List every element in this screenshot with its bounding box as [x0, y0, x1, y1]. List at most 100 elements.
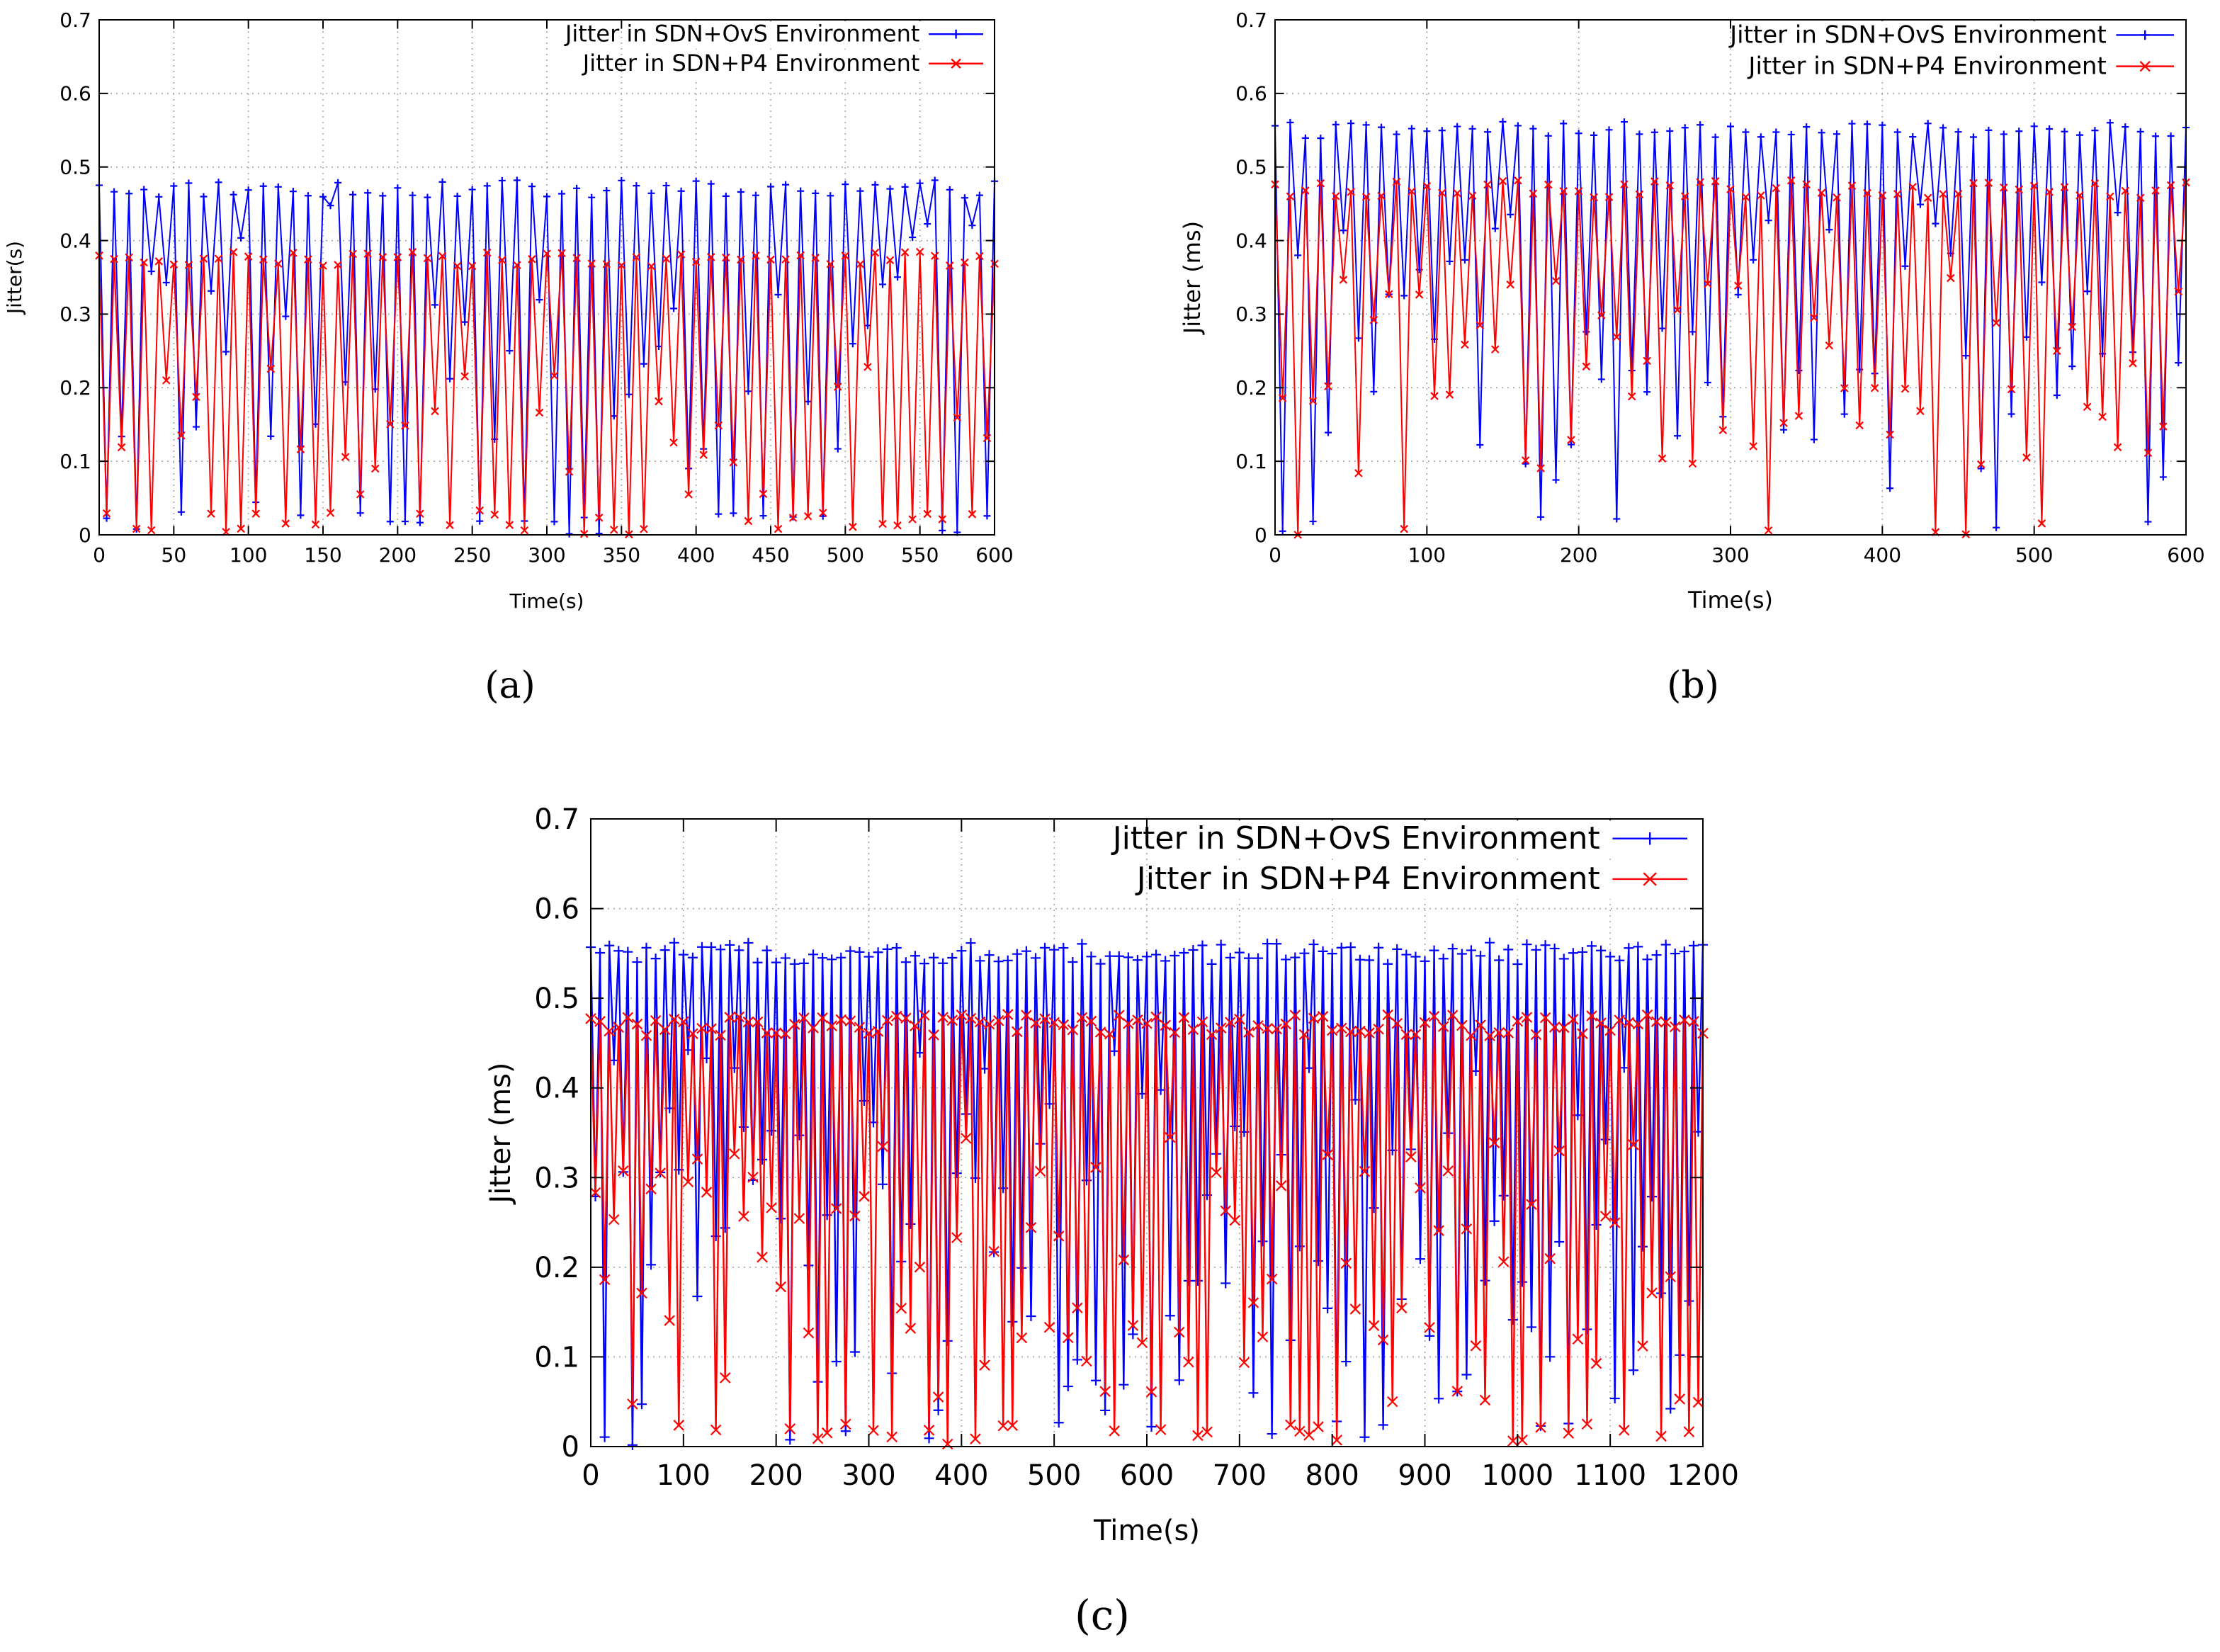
data-point [1391, 1017, 1403, 1029]
data-point [1577, 1028, 1588, 1039]
data-point [1628, 1139, 1639, 1150]
data-point [1669, 1021, 1681, 1033]
data-point [1637, 1241, 1648, 1252]
data-point [550, 371, 559, 380]
data-point [1039, 1013, 1050, 1024]
data-point [1253, 953, 1263, 963]
chart-panel-b: 0 100 200 300 400 500 600 0 0.1 0.2 0.3 0.4 0.5 0.6 0.… [1179, 9, 2205, 707]
data-point [1279, 527, 1286, 535]
data-point [1433, 1225, 1444, 1236]
data-point [1007, 1316, 1018, 1327]
data-point [1364, 1027, 1375, 1039]
data-point [1313, 1421, 1324, 1432]
data-point [933, 1405, 944, 1415]
data-point [974, 1016, 986, 1028]
data-point [808, 1022, 819, 1034]
data-point [826, 1020, 837, 1031]
data-point [1558, 1022, 1570, 1034]
data-point [854, 946, 865, 957]
data-point [1633, 941, 1643, 952]
data-point [909, 234, 917, 242]
data-point [697, 941, 707, 952]
data-point [1840, 410, 1848, 418]
data-point [684, 490, 693, 499]
data-point [1132, 1014, 1143, 1026]
data-point [1434, 1393, 1444, 1404]
data-point [461, 318, 469, 326]
data-point [737, 255, 745, 264]
data-point [1893, 190, 1902, 198]
data-point [834, 445, 842, 453]
data-point [573, 184, 581, 192]
data-point [1855, 421, 1864, 430]
data-point [1382, 1009, 1393, 1021]
data-point [1772, 128, 1780, 136]
data-point [423, 254, 432, 263]
data-point [1347, 188, 1355, 196]
data-point [757, 1154, 768, 1165]
data-point [1373, 1023, 1384, 1035]
data-point [1224, 1017, 1236, 1028]
data-point [1530, 1029, 1542, 1041]
data-point [1772, 183, 1781, 193]
data-point [543, 193, 550, 200]
data-point [1410, 951, 1421, 962]
data-point [617, 261, 626, 270]
data-point [1901, 384, 1910, 393]
data-point [1206, 958, 1217, 969]
data-point [1587, 941, 1597, 951]
data-point [622, 1012, 634, 1024]
data-point [965, 938, 976, 949]
data-point [1507, 210, 1514, 218]
data-point [520, 526, 529, 535]
data-point [655, 397, 663, 406]
data-point [975, 251, 984, 261]
data-point [1419, 1017, 1431, 1029]
data-point [1400, 524, 1408, 533]
legend: Jitter in SDN+OvS Environment Jitter in S… [1728, 21, 2177, 82]
data-point [1174, 1326, 1185, 1338]
data-point [237, 524, 245, 533]
data-point [1415, 1254, 1425, 1265]
data-point [1540, 940, 1551, 951]
data-point [1660, 939, 1671, 950]
data-point [1623, 1017, 1635, 1029]
data-point [924, 1433, 934, 1444]
data-point [349, 249, 357, 259]
data-point [965, 1012, 977, 1024]
data-point [594, 1016, 606, 1027]
data-point [2029, 181, 2039, 191]
data-point [1954, 189, 1963, 198]
data-point [691, 257, 701, 266]
data-point [274, 259, 283, 268]
data-point [730, 509, 737, 517]
data-point [140, 258, 148, 267]
data-point [1977, 465, 1985, 473]
data-point [1081, 1355, 1092, 1367]
data-point [761, 945, 772, 956]
data-point [766, 255, 775, 264]
data-point [237, 234, 245, 242]
data-point [1506, 280, 1514, 289]
data-point [1535, 1422, 1546, 1433]
data-point [1456, 1019, 1468, 1031]
data-point [1437, 188, 1446, 198]
data-point [1590, 193, 1598, 202]
data-point [289, 188, 297, 196]
data-point [1215, 1022, 1227, 1034]
data-point [1324, 382, 1332, 391]
data-point [1544, 180, 1553, 189]
data-point [1795, 367, 1803, 375]
data-point [891, 943, 902, 953]
data-point [1374, 942, 1384, 953]
data-point [608, 1213, 620, 1226]
data-point [1627, 392, 1636, 401]
data-point [446, 521, 454, 530]
grid-lines [99, 20, 995, 535]
data-point [993, 956, 1004, 967]
data-point [1025, 1222, 1037, 1233]
data-point [983, 1018, 995, 1030]
data-point [1332, 120, 1340, 128]
data-point [871, 181, 879, 188]
data-point [979, 1359, 990, 1371]
